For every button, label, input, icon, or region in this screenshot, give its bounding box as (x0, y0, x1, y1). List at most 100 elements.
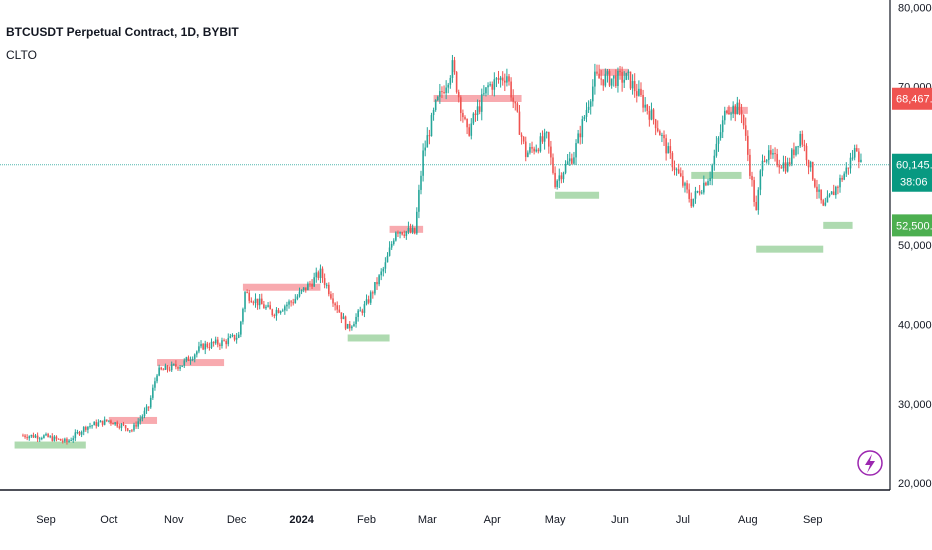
candle-body (786, 162, 789, 172)
candle-body (260, 298, 263, 305)
candle-body (225, 340, 227, 345)
candle-body (625, 72, 628, 80)
candle-body (591, 86, 594, 102)
candle-body (548, 132, 550, 147)
candle-body (68, 440, 70, 442)
candle-body (837, 186, 839, 188)
candle-body (311, 283, 313, 287)
candle-body (30, 434, 33, 437)
candle-body (80, 431, 83, 435)
candle-body (382, 268, 385, 272)
candle-body (139, 418, 142, 422)
candle-body (524, 141, 527, 157)
indicator-label[interactable]: CLTO (6, 48, 37, 62)
candle-body (309, 283, 311, 285)
high-level-band (433, 94, 522, 102)
candle-body (635, 91, 638, 96)
candle-body (501, 77, 504, 81)
candle-body (244, 292, 246, 309)
candle-body (778, 165, 781, 168)
y-tick-label: 40,000.0 (898, 320, 932, 332)
candle-body (474, 113, 477, 115)
candle-body (581, 119, 584, 138)
candle-body (552, 157, 554, 173)
candle-body (147, 406, 150, 408)
candle-body (149, 397, 152, 408)
candle-body (520, 134, 523, 137)
candle-body (738, 102, 741, 111)
candle-body (757, 189, 760, 211)
candle-body (124, 425, 127, 429)
candle-body (772, 153, 774, 155)
candle-body (275, 309, 278, 316)
price-tag-label: 68,467.9 (896, 94, 932, 106)
candle-body (168, 369, 171, 371)
candle-body (558, 175, 561, 181)
candle-body (835, 186, 837, 196)
candle-body (319, 268, 322, 278)
candle-body (141, 416, 144, 419)
x-tick-label: 2024 (289, 514, 314, 526)
candle-body (566, 161, 569, 165)
candle-body (650, 109, 653, 120)
candle-body (832, 191, 835, 196)
candle-body (793, 149, 795, 155)
high-level-band (599, 68, 629, 76)
candle-body (357, 310, 359, 317)
candle-body (378, 275, 380, 285)
candle-body (667, 146, 670, 154)
candle-body (325, 284, 328, 286)
candle-body (242, 308, 244, 322)
candle-body (321, 268, 324, 279)
candle-body (462, 112, 464, 118)
candle-body (579, 133, 582, 138)
candle-body (294, 298, 297, 304)
candle-body (659, 131, 661, 136)
candle-body (187, 357, 190, 361)
candle-body (527, 152, 529, 157)
candle-body (602, 79, 605, 86)
candle-body (248, 292, 251, 301)
candle-body (108, 420, 110, 422)
lightning-icon (865, 454, 875, 473)
candle-body (208, 347, 211, 349)
candle-body (453, 60, 456, 73)
candle-body (472, 113, 475, 124)
candle-body (166, 365, 169, 370)
candle-body (732, 105, 734, 114)
price-tag-label: 52,500.2 (896, 220, 932, 232)
candle-body (782, 162, 785, 169)
candle-body (516, 103, 519, 112)
candle-body (302, 287, 305, 290)
x-tick-label: Aug (738, 514, 758, 526)
candle-body (468, 127, 470, 136)
candle-body (694, 191, 697, 199)
candle-body (744, 125, 747, 136)
candle-body (608, 71, 611, 86)
candle-body (47, 433, 49, 438)
x-tick-label: Jun (611, 514, 629, 526)
candle-body (317, 272, 320, 278)
candle-body (346, 323, 349, 329)
candle-body (254, 298, 257, 303)
candle-body (665, 138, 667, 154)
candle-body (855, 148, 858, 152)
candle-body (717, 137, 720, 144)
candle-body (711, 165, 714, 179)
candle-body (206, 343, 209, 348)
candle-body (518, 111, 521, 135)
candle-body (556, 180, 558, 188)
candle-body (342, 316, 345, 320)
candle-body (533, 148, 535, 152)
candle-body (839, 177, 841, 188)
x-tick-label: May (545, 514, 566, 526)
x-tick-label: Sep (803, 514, 823, 526)
candle-body (158, 367, 160, 376)
candle-body (179, 366, 181, 369)
candle-body (273, 315, 276, 317)
candle-body (690, 198, 693, 207)
candle-body (344, 316, 347, 329)
candle-body (436, 96, 439, 100)
candle-body (279, 311, 282, 313)
